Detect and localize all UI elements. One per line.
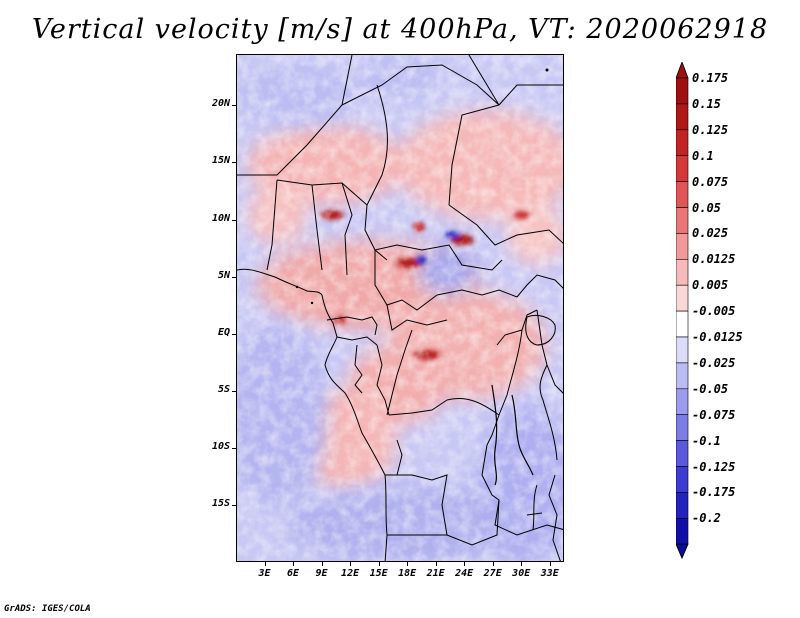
colorbar-level-label: -0.2: [692, 511, 721, 526]
colorbar-level-label: -0.125: [692, 459, 736, 474]
lat-tick-label: 10S: [211, 440, 230, 452]
colorbar-level-label: 0.125: [692, 122, 729, 137]
colorbar-swatch: [676, 181, 689, 208]
colorbar-swatch: [676, 310, 689, 338]
colorbar-swatch: [676, 492, 689, 519]
lat-tick-mark: [232, 276, 236, 278]
lat-tick-mark: [232, 105, 236, 107]
lat-tick-label: 15S: [211, 497, 230, 509]
colorbar-level-label: 0.175: [692, 71, 729, 85]
colorbar-swatch: [676, 129, 689, 157]
lon-tick-label: 33E: [540, 568, 559, 579]
lon-tick-mark: [321, 562, 323, 566]
lon-tick-label: 30E: [512, 568, 531, 579]
lon-tick-mark: [293, 562, 295, 566]
lon-tick-mark: [492, 562, 494, 566]
lat-tick-mark: [232, 219, 236, 221]
chart-title: Vertical velocity [m/s] at 400hPa, VT: 2…: [31, 14, 769, 45]
lon-tick-label: 3E: [258, 568, 271, 579]
colorbar-level-label: 0.025: [692, 226, 729, 241]
colorbar-bottom-arrow: [676, 543, 689, 560]
colorbar-swatch: [676, 207, 689, 234]
lon-tick-label: 9E: [315, 568, 328, 579]
lon-tick-mark: [549, 562, 551, 566]
map-plot-area: [236, 54, 564, 562]
lon-tick-mark: [521, 562, 523, 566]
colorbar-level-label: 0.075: [692, 174, 729, 189]
lon-tick-label: 15E: [369, 568, 388, 579]
lon-tick-mark: [407, 562, 409, 566]
colorbar-swatch: [676, 440, 689, 467]
lon-tick-label: 12E: [341, 568, 360, 579]
colorbar-swatch: [676, 284, 689, 312]
colorbar-level-label: 0.005: [692, 278, 729, 293]
colorbar-level-label: -0.025: [692, 355, 736, 370]
lat-tick-label: 15N: [211, 155, 230, 167]
colorbar-top-arrow: [676, 62, 689, 79]
lon-tick-label: 18E: [398, 568, 417, 579]
colorbar-level-label: -0.075: [692, 407, 736, 422]
lon-tick-mark: [378, 562, 380, 566]
vertical-velocity-field: [237, 55, 563, 561]
colorbar-level-label: -0.005: [692, 304, 736, 319]
colorbar-level-label: -0.175: [692, 485, 736, 500]
footer-credit: GrADS: IGES/COLA: [4, 604, 91, 614]
colorbar-swatch: [676, 362, 689, 390]
country-boundaries: [237, 55, 563, 561]
lat-tick-label: 20N: [211, 98, 230, 110]
lat-tick-mark: [232, 333, 236, 335]
colorbar-swatch: [676, 259, 689, 286]
colorbar-swatch: [676, 155, 689, 182]
lakes: [491, 314, 556, 516]
lon-tick-mark: [464, 562, 466, 566]
colorbar-level-label: -0.05: [692, 381, 729, 396]
lat-tick-label: 5N: [217, 269, 230, 281]
colorbar-swatch: [676, 388, 689, 415]
lat-tick-mark: [232, 447, 236, 449]
lon-tick-mark: [350, 562, 352, 566]
colorbar-swatch: [676, 466, 689, 493]
colorbar-level-label: 0.1: [692, 148, 714, 163]
colorbar-swatch: [676, 336, 689, 364]
colorbar-swatch: [676, 233, 689, 260]
colorbar-level-label: 0.05: [692, 200, 721, 215]
colorbar-swatch: [676, 517, 689, 545]
lon-tick-mark: [435, 562, 437, 566]
lon-tick-label: 24E: [455, 568, 474, 579]
lat-tick-mark: [232, 162, 236, 164]
colorbar-swatch: [676, 77, 689, 105]
colorbar-level-label: 0.15: [692, 96, 721, 111]
colorbar-swatch: [676, 103, 689, 131]
lon-tick-label: 27E: [483, 568, 502, 579]
lon-tick-mark: [264, 562, 266, 566]
lat-tick-label: 10N: [211, 212, 230, 224]
colorbar-level-label: -0.0125: [692, 330, 743, 344]
lat-tick-mark: [232, 504, 236, 506]
colorbar-level-label: 0.0125: [692, 252, 736, 267]
lon-tick-label: 6E: [287, 568, 300, 579]
lat-tick-label: 5S: [217, 383, 230, 395]
colorbar: [676, 62, 689, 560]
lat-tick-label: EQ: [217, 326, 230, 338]
islands: [295, 68, 549, 305]
colorbar-level-label: -0.1: [692, 433, 721, 448]
lat-tick-mark: [232, 390, 236, 392]
colorbar-swatch: [676, 414, 689, 441]
lon-tick-label: 21E: [426, 568, 445, 579]
